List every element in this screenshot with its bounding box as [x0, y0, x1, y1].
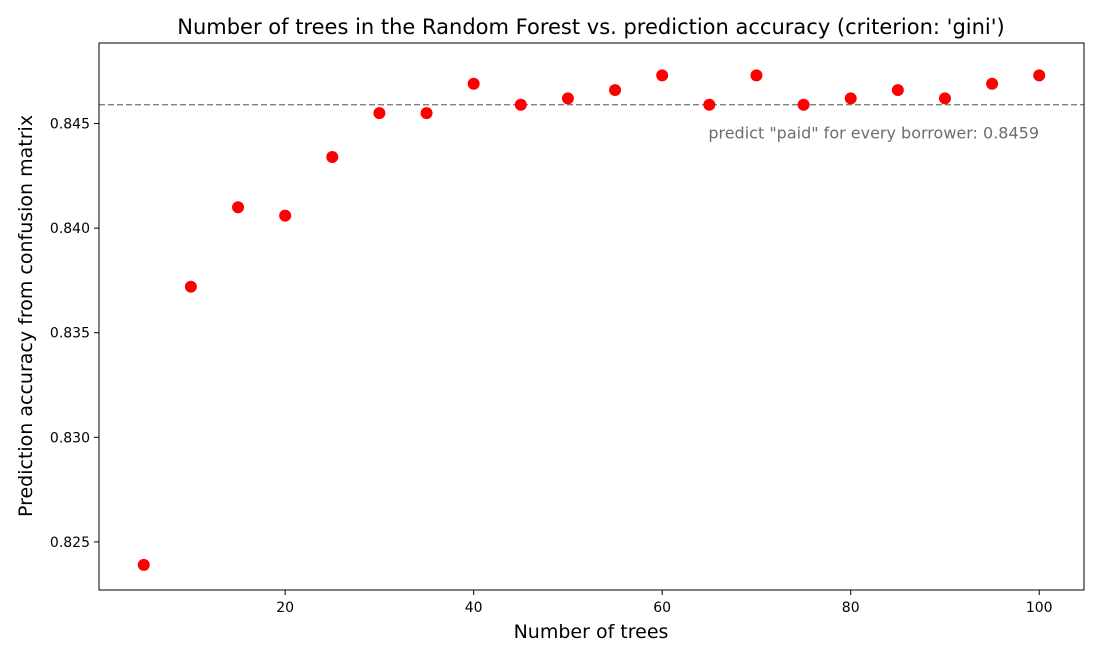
y-tick-label: 0.840 [50, 221, 90, 237]
x-tick-label: 40 [465, 600, 483, 616]
data-point [420, 107, 433, 120]
data-point [938, 92, 951, 105]
data-point [703, 98, 716, 111]
y-axis-ticks: 0.825 0.830 0.835 0.840 0.845 [50, 117, 99, 551]
data-point [561, 92, 574, 105]
y-tick-label: 0.845 [50, 117, 90, 133]
y-tick-label: 0.830 [50, 430, 90, 446]
x-tick-label: 100 [1026, 600, 1053, 616]
data-point [326, 151, 339, 164]
y-axis-label: Prediction accuracy from confusion matri… [15, 115, 37, 517]
data-point [891, 84, 904, 97]
data-point [750, 69, 763, 82]
data-point [844, 92, 857, 105]
data-point [184, 280, 197, 293]
data-point [467, 77, 480, 90]
x-tick-label: 80 [842, 600, 860, 616]
data-point [373, 107, 386, 120]
data-point [609, 84, 622, 97]
data-point [797, 98, 810, 111]
y-tick-label: 0.825 [50, 535, 90, 551]
plot-area: predict "paid" for every borrower: 0.845… [99, 69, 1084, 571]
data-point [656, 69, 669, 82]
data-point [232, 201, 245, 214]
y-tick-label: 0.835 [50, 326, 90, 342]
chart-title: Number of trees in the Random Forest vs.… [177, 15, 1004, 39]
baseline-annotation: predict "paid" for every borrower: 0.845… [708, 124, 1039, 143]
data-point [137, 558, 150, 571]
x-axis-label: Number of trees [514, 621, 669, 643]
data-point [279, 209, 292, 222]
data-point [986, 77, 999, 90]
plot-frame [98, 42, 1085, 591]
x-tick-label: 60 [653, 600, 671, 616]
data-point [514, 98, 527, 111]
x-axis-ticks: 20 40 60 80 100 [276, 590, 1053, 616]
x-tick-label: 20 [276, 600, 294, 616]
data-point [1033, 69, 1046, 82]
